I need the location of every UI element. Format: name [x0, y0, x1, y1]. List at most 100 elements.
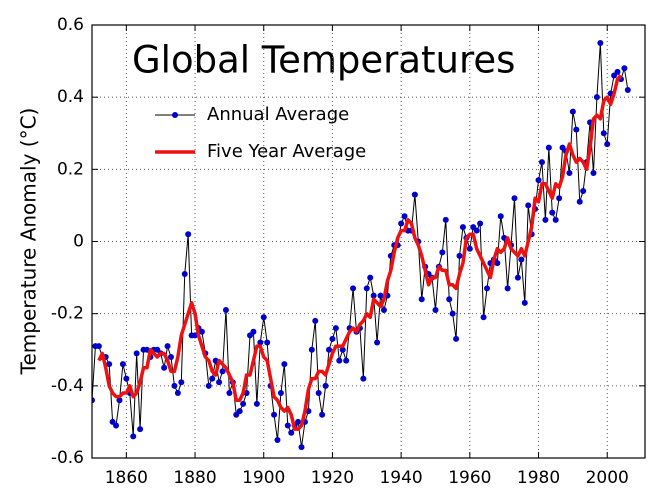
x-tick-label: 1880 — [173, 468, 216, 488]
data-point — [439, 249, 446, 256]
data-point — [198, 328, 205, 335]
x-tick-label: 1920 — [311, 468, 354, 488]
data-point — [367, 274, 374, 281]
x-tick-label: 1960 — [448, 468, 491, 488]
data-point — [271, 411, 278, 418]
data-point — [573, 126, 580, 133]
data-point — [597, 40, 604, 47]
data-point — [466, 245, 473, 252]
data-point — [130, 433, 137, 440]
y-tick-label: -0.2 — [51, 304, 84, 324]
data-point — [566, 169, 573, 176]
chart-title: Global Temperatures — [132, 39, 515, 82]
legend-marker — [172, 112, 178, 118]
data-point — [600, 130, 607, 137]
data-point — [250, 328, 257, 335]
data-point — [95, 343, 102, 350]
x-tick-label: 2000 — [586, 468, 629, 488]
data-point — [477, 220, 484, 227]
data-point — [274, 436, 281, 443]
data-point — [418, 296, 425, 303]
data-point — [398, 220, 405, 227]
data-point — [319, 411, 326, 418]
y-tick-label: 0.4 — [57, 87, 84, 107]
data-point — [164, 343, 171, 350]
data-point — [260, 314, 267, 321]
data-point — [521, 299, 528, 306]
x-tick-label: 1860 — [105, 468, 148, 488]
y-tick-label: 0 — [73, 232, 84, 252]
data-point — [449, 310, 456, 317]
data-point — [113, 422, 120, 429]
data-point — [178, 379, 185, 386]
data-point — [106, 361, 113, 368]
data-point — [171, 382, 178, 389]
data-point — [119, 361, 126, 368]
plot-frame — [91, 24, 646, 459]
data-point — [552, 216, 559, 223]
data-point — [518, 256, 525, 263]
data-point — [360, 375, 367, 382]
data-point — [257, 339, 264, 346]
x-tick-label: 1980 — [517, 468, 560, 488]
data-point — [459, 224, 466, 231]
data-point — [253, 400, 260, 407]
data-point — [621, 65, 628, 72]
y-tick-label: 0.6 — [57, 15, 84, 35]
data-point — [312, 317, 319, 324]
data-point — [377, 292, 384, 299]
data-point — [370, 292, 377, 299]
data-point — [264, 339, 271, 346]
data-point — [222, 307, 229, 314]
data-point — [226, 390, 233, 397]
data-point — [411, 191, 418, 198]
data-point — [456, 252, 463, 259]
plot-area — [92, 40, 631, 451]
x-tick-label: 1940 — [379, 468, 422, 488]
y-axis-label: Temperature Anomaly (°C) — [17, 108, 41, 376]
data-point — [123, 375, 130, 382]
y-tick-label: -0.6 — [51, 448, 84, 468]
data-point — [219, 368, 226, 375]
data-point — [593, 94, 600, 101]
data-point — [284, 422, 291, 429]
data-point — [185, 231, 192, 238]
legend-label: Annual Average — [207, 104, 349, 125]
data-point — [580, 187, 587, 194]
data-point — [308, 346, 315, 353]
data-point — [236, 408, 243, 415]
data-point — [363, 285, 370, 292]
data-point — [209, 375, 216, 382]
data-point — [576, 198, 583, 205]
data-point — [161, 364, 168, 371]
data-point — [446, 296, 453, 303]
data-point — [240, 400, 247, 407]
data-point — [326, 346, 332, 353]
data-point — [277, 390, 284, 397]
data-point — [332, 325, 339, 332]
data-point — [281, 361, 288, 368]
data-point — [339, 346, 346, 353]
data-point — [174, 390, 181, 397]
data-point — [614, 68, 621, 75]
data-point — [545, 144, 552, 151]
data-point — [473, 227, 480, 234]
data-point — [343, 357, 350, 364]
data-point — [322, 382, 329, 389]
data-point — [116, 397, 123, 404]
data-point — [590, 169, 597, 176]
data-point — [401, 213, 408, 220]
data-point — [350, 285, 357, 292]
data-point — [480, 314, 487, 321]
data-point — [569, 108, 576, 115]
data-point — [514, 274, 521, 281]
data-point — [511, 195, 518, 202]
data-point — [535, 177, 542, 184]
data-point — [168, 353, 174, 360]
data-point — [315, 390, 322, 397]
data-point — [453, 335, 460, 342]
data-point — [432, 307, 439, 314]
data-point — [181, 270, 188, 277]
series-line — [97, 74, 623, 431]
